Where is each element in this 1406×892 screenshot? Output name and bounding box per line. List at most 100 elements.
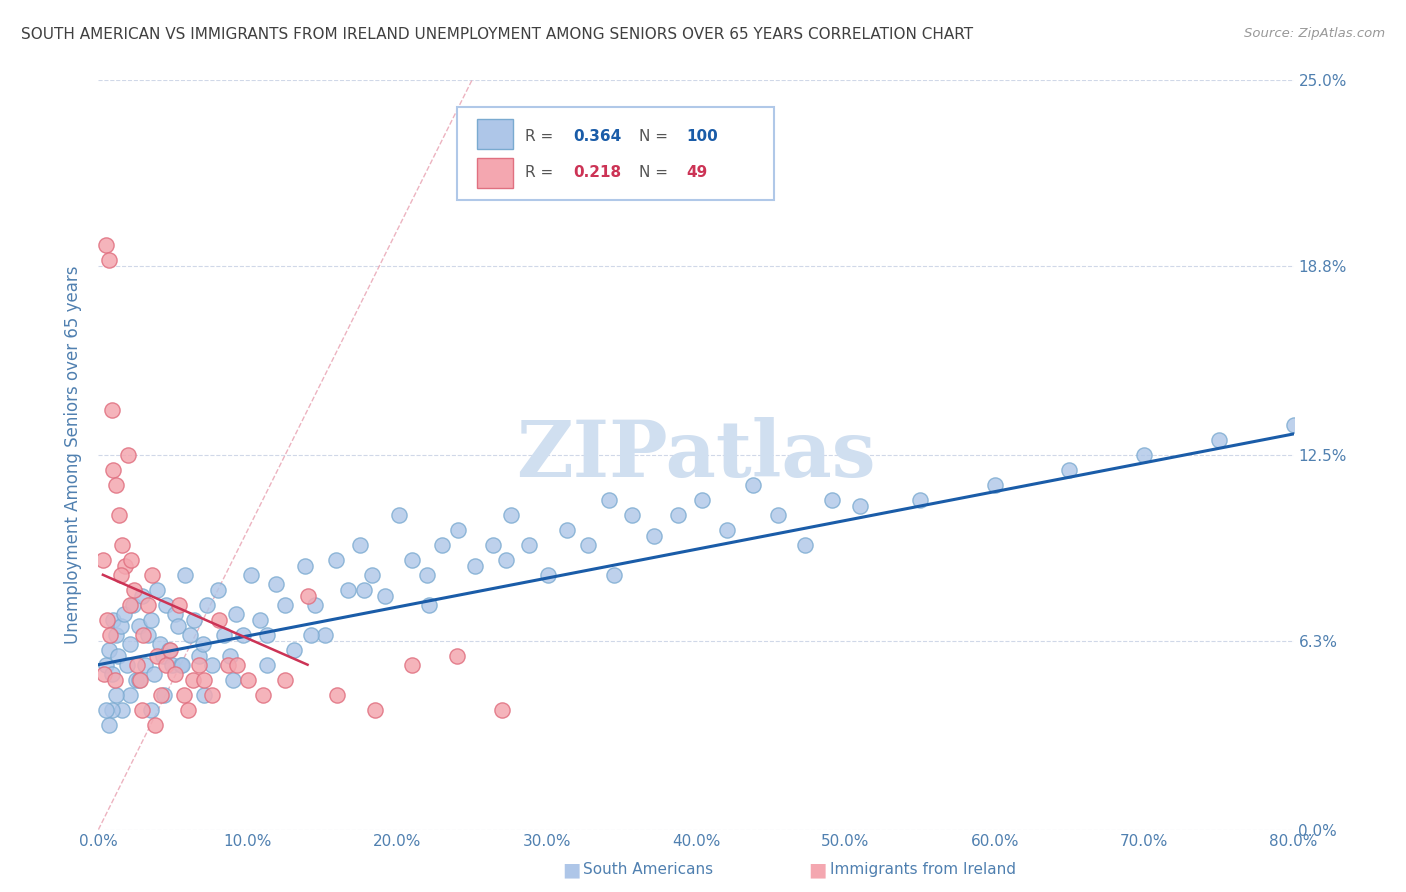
Point: [181, 673, 204, 687]
Point: [690, 492, 713, 507]
Point: [98, 628, 122, 642]
Point: [115, 657, 138, 672]
Point: [121, 598, 143, 612]
Point: [236, 673, 259, 687]
Point: [177, 703, 200, 717]
Point: [179, 628, 201, 642]
Point: [187, 657, 209, 672]
Point: [101, 403, 124, 417]
Point: [134, 657, 156, 672]
Text: R =: R =: [524, 128, 558, 144]
Point: [201, 688, 224, 702]
Point: [299, 628, 322, 642]
Point: [364, 703, 387, 717]
Point: [112, 607, 135, 621]
Point: [105, 478, 128, 492]
Text: N =: N =: [638, 128, 672, 144]
Point: [169, 657, 191, 672]
Point: [239, 567, 262, 582]
Point: [132, 628, 155, 642]
Point: [152, 648, 174, 663]
Point: [264, 576, 287, 591]
Point: [430, 538, 453, 552]
Point: [163, 666, 186, 681]
Point: [207, 582, 229, 597]
Point: [136, 628, 159, 642]
Point: [226, 657, 249, 672]
Point: [155, 657, 177, 672]
Point: [163, 607, 186, 621]
Point: [103, 463, 125, 477]
Point: [336, 582, 359, 597]
Point: [153, 688, 176, 702]
Point: [91, 553, 114, 567]
Point: [105, 628, 128, 642]
Point: [464, 558, 486, 573]
Text: Source: ZipAtlas.com: Source: ZipAtlas.com: [1244, 27, 1385, 40]
Text: South Americans: South Americans: [583, 863, 714, 877]
Point: [984, 478, 1007, 492]
Point: [741, 478, 763, 492]
Point: [96, 613, 118, 627]
Point: [124, 582, 146, 597]
Text: 0.364: 0.364: [572, 128, 621, 144]
Point: [191, 637, 214, 651]
Point: [101, 666, 124, 681]
Point: [111, 703, 134, 717]
Point: [217, 657, 239, 672]
Point: [127, 657, 149, 672]
Point: [256, 657, 278, 672]
Point: [416, 567, 439, 582]
Point: [94, 703, 117, 717]
Point: [193, 688, 215, 702]
Point: [94, 238, 117, 252]
Point: [114, 558, 136, 573]
Text: Immigrants from Ireland: Immigrants from Ireland: [830, 863, 1015, 877]
FancyBboxPatch shape: [477, 158, 513, 188]
Point: [225, 607, 247, 621]
Point: [1208, 433, 1230, 447]
Point: [143, 717, 166, 731]
Point: [131, 589, 153, 603]
Point: [297, 589, 319, 603]
Text: 100: 100: [686, 128, 718, 144]
Point: [141, 567, 163, 582]
Point: [193, 673, 215, 687]
Point: [145, 648, 167, 663]
Point: [1059, 463, 1081, 477]
Point: [401, 553, 423, 567]
Point: [97, 717, 120, 731]
Text: R =: R =: [524, 165, 558, 180]
Point: [1282, 417, 1305, 432]
Point: [110, 619, 132, 633]
Point: [104, 673, 127, 687]
Point: [97, 253, 120, 268]
Point: [557, 523, 579, 537]
Point: [447, 523, 470, 537]
Point: [294, 558, 316, 573]
Point: [105, 688, 128, 702]
Point: [315, 628, 337, 642]
Point: [136, 598, 159, 612]
Point: [183, 613, 205, 627]
Text: ■: ■: [808, 860, 827, 880]
Point: [120, 553, 142, 567]
Point: [598, 492, 620, 507]
Point: [491, 703, 513, 717]
Point: [418, 598, 440, 612]
Point: [643, 529, 665, 543]
Text: 0.218: 0.218: [572, 165, 621, 180]
Point: [446, 648, 468, 663]
Point: [149, 637, 172, 651]
Point: [117, 448, 139, 462]
Point: [108, 508, 131, 522]
Point: [666, 508, 689, 522]
Point: [716, 523, 738, 537]
Point: [326, 688, 349, 702]
Point: [499, 508, 522, 522]
Point: [125, 673, 148, 687]
Point: [167, 598, 190, 612]
Text: ZIPatlas: ZIPatlas: [516, 417, 876, 493]
Point: [353, 582, 375, 597]
Text: 49: 49: [686, 165, 707, 180]
